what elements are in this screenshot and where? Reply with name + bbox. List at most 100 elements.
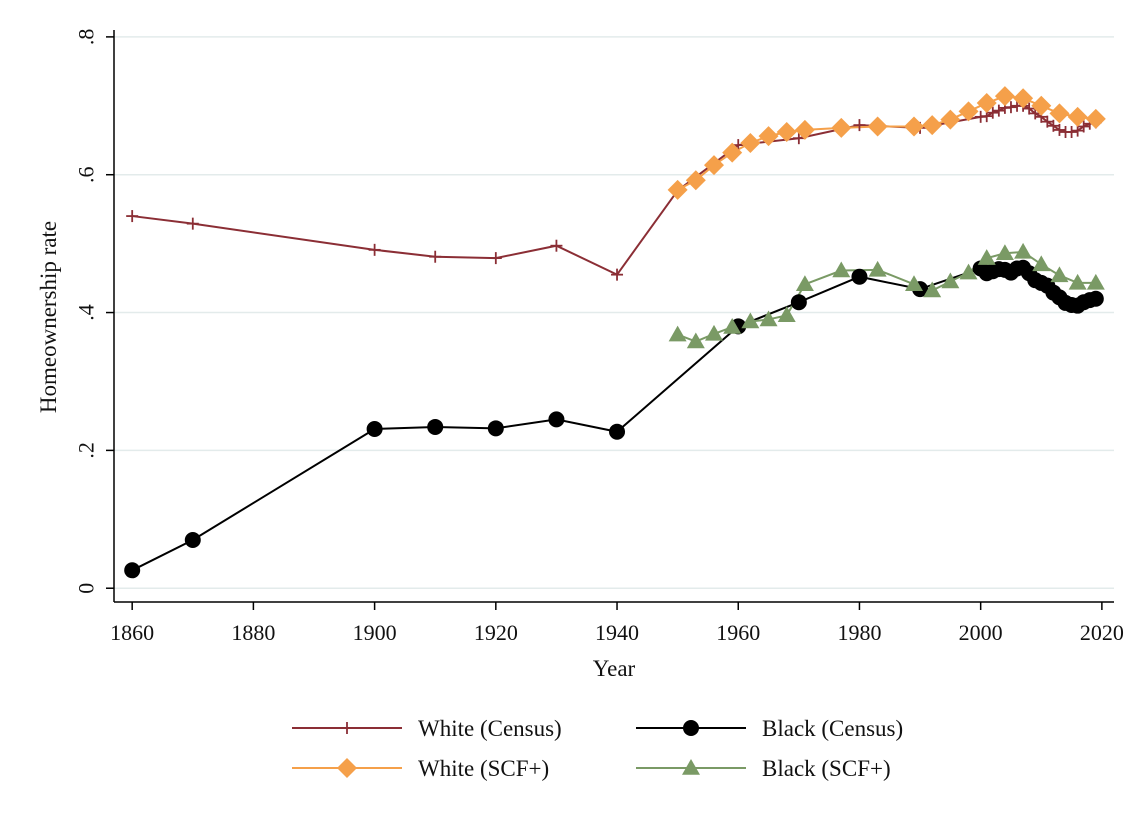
data-point <box>1053 123 1066 136</box>
data-point <box>1013 88 1034 109</box>
data-point <box>905 275 923 292</box>
data-point <box>904 116 924 137</box>
legend-label: Black (Census) <box>762 716 903 741</box>
data-point <box>668 325 687 342</box>
legend-marker <box>337 758 357 778</box>
legend-label: Black (SCF+) <box>762 756 891 781</box>
data-point <box>1085 108 1106 129</box>
gridlines <box>114 36 1114 589</box>
legend-label: White (SCF+) <box>418 756 549 781</box>
axes <box>113 30 1114 603</box>
series-line-white-census <box>132 104 1097 276</box>
y-tick-label: .2 <box>74 442 99 459</box>
data-point <box>126 210 139 223</box>
data-point <box>776 121 797 142</box>
data-point <box>794 119 815 140</box>
data-point <box>977 249 996 265</box>
data-point <box>958 101 979 122</box>
data-point <box>777 306 796 323</box>
data-point <box>685 170 706 191</box>
data-point <box>429 250 442 263</box>
y-tick-label: .8 <box>74 29 99 46</box>
series-points-white-census <box>126 99 1102 281</box>
data-point <box>853 119 866 132</box>
data-point <box>705 324 723 341</box>
data-point <box>1065 125 1078 138</box>
data-point <box>851 268 868 285</box>
x-axis-title: Year <box>593 656 636 681</box>
legend-label: White (Census) <box>418 716 562 741</box>
x-tick-label: 2000 <box>959 620 1003 645</box>
legend-item: White (SCF+) <box>292 756 549 781</box>
data-point <box>986 106 999 119</box>
data-point <box>959 263 978 280</box>
data-point <box>1014 242 1033 259</box>
data-point <box>941 272 960 289</box>
y-tick-label: 0 <box>74 583 99 594</box>
x-tick-label: 1880 <box>231 620 275 645</box>
data-point <box>704 155 724 176</box>
data-point <box>487 420 504 437</box>
data-point <box>1049 103 1070 124</box>
data-point <box>611 268 624 281</box>
data-point <box>667 179 688 200</box>
data-point <box>976 93 997 114</box>
data-point <box>792 132 805 145</box>
data-point <box>1068 273 1087 290</box>
data-point <box>186 217 199 230</box>
data-point <box>489 252 502 265</box>
data-point <box>740 133 761 154</box>
data-point <box>366 421 383 438</box>
y-tick-label: .6 <box>74 166 99 183</box>
data-point <box>867 116 888 137</box>
data-point <box>124 562 141 579</box>
data-point <box>548 411 565 428</box>
y-ticks: 0 .2 .4 .6 .8 <box>74 29 114 594</box>
series-points-white-scf <box>667 86 1106 200</box>
data-point <box>1031 95 1052 116</box>
x-tick-label: 1960 <box>716 620 760 645</box>
legend-marker <box>682 759 700 775</box>
data-point <box>368 243 381 256</box>
x-tick-label: 1920 <box>474 620 518 645</box>
legend-marker <box>341 722 353 734</box>
data-point <box>1050 266 1069 283</box>
data-point <box>758 126 779 147</box>
data-point <box>1077 120 1090 133</box>
data-point <box>868 260 887 277</box>
data-point <box>1023 102 1036 115</box>
x-tick-label: 1860 <box>110 620 154 645</box>
x-ticks: 1860 1880 1900 1920 1940 1960 1980 2000 2020 <box>110 602 1124 645</box>
legend-item: White (Census) <box>292 716 562 741</box>
data-point <box>723 318 742 334</box>
x-tick-label: 1980 <box>837 620 881 645</box>
series-points-black-scf <box>668 242 1105 349</box>
data-point <box>741 312 760 329</box>
data-point <box>994 86 1015 107</box>
data-point <box>609 423 626 440</box>
data-point <box>1032 255 1051 272</box>
x-tick-label: 1900 <box>353 620 397 645</box>
data-point <box>550 239 563 252</box>
data-point <box>1087 290 1104 307</box>
legend-item: Black (SCF+) <box>636 756 891 781</box>
data-point <box>427 418 444 435</box>
data-point <box>1004 101 1017 114</box>
data-point <box>922 115 943 136</box>
data-point <box>1041 115 1054 128</box>
series-markers <box>124 86 1106 579</box>
series-points-black-census <box>124 259 1104 579</box>
data-point <box>832 261 851 278</box>
data-point <box>790 294 807 311</box>
data-point <box>686 332 705 349</box>
data-point <box>722 142 743 163</box>
data-point <box>940 109 961 130</box>
legend-item: Black (Census) <box>636 716 903 741</box>
data-point <box>759 310 778 327</box>
data-point <box>1047 119 1060 132</box>
series-lines <box>131 95 1097 572</box>
data-point <box>795 275 814 292</box>
legend-marker <box>683 720 699 736</box>
data-point <box>923 281 942 298</box>
